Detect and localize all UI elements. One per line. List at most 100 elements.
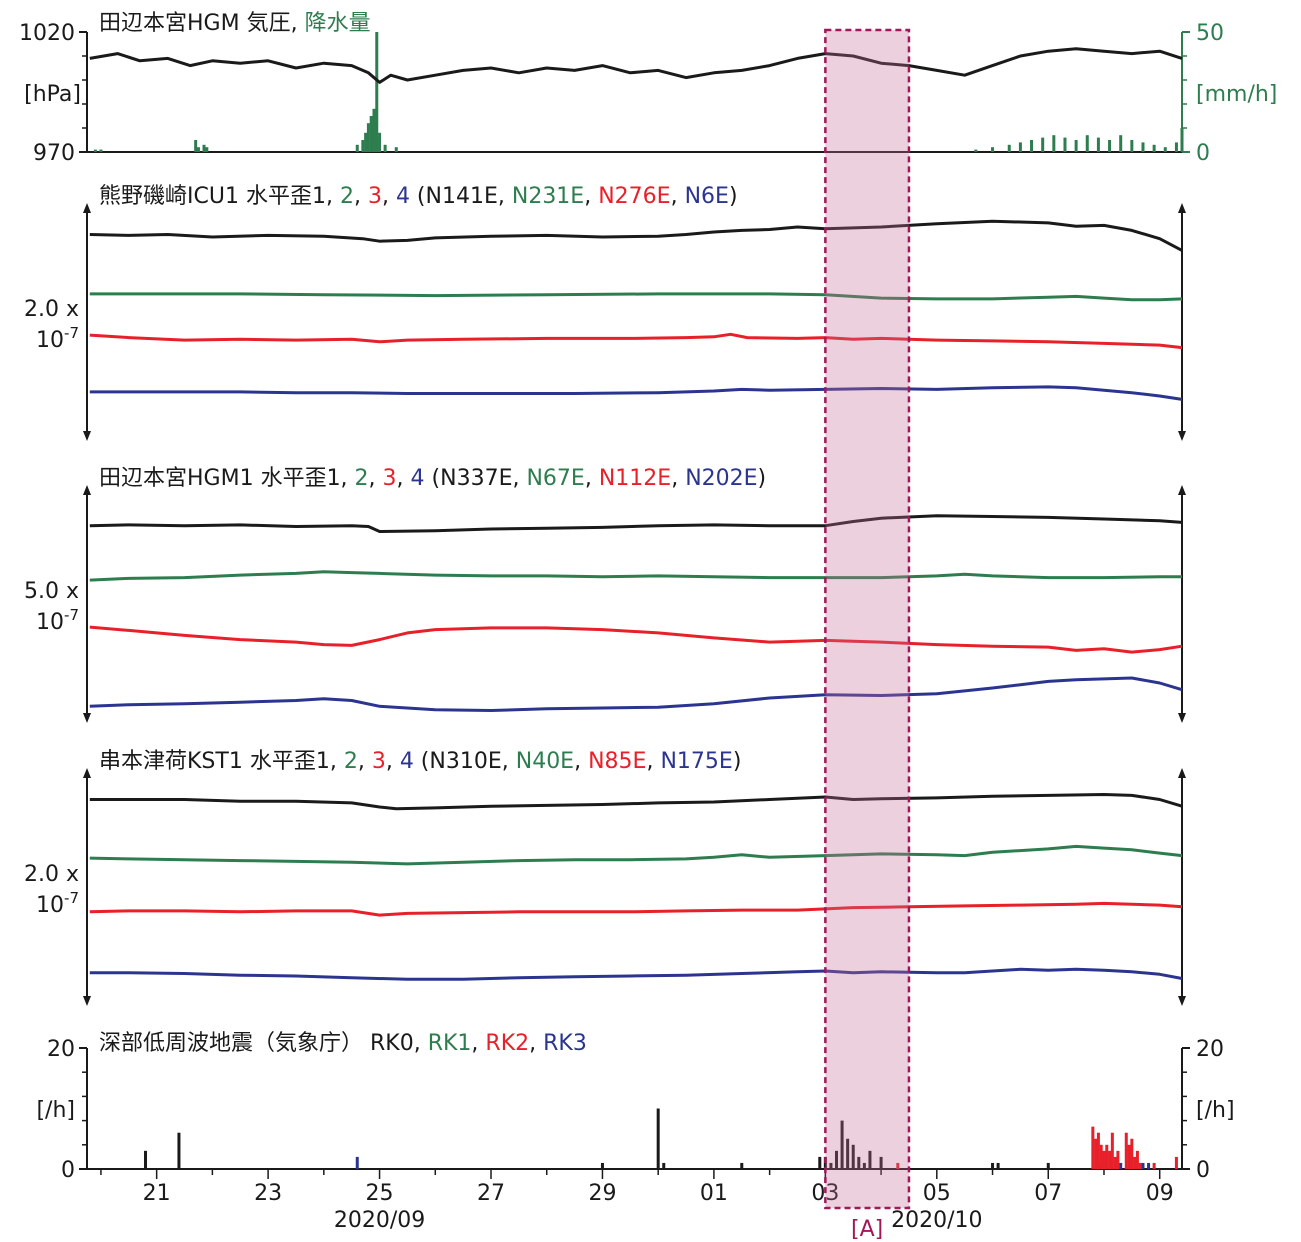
strain-scale-label: 5.0 x — [24, 579, 79, 604]
panel-title-part: , — [529, 1031, 543, 1056]
strain-axis-right-arrow-bottom — [1178, 996, 1186, 1006]
panel-title-part: 田辺本宮HGM1 水平歪1, — [99, 466, 355, 491]
lfe-bar-rk2 — [1094, 1138, 1098, 1169]
panel-title-part: N40E — [516, 749, 574, 774]
rain-bar — [1108, 140, 1112, 152]
lfe-tick-label-right: 0 — [1196, 1158, 1210, 1183]
x-month-label: 2020/10 — [891, 1208, 982, 1233]
lfe-bar-rk0 — [600, 1162, 604, 1169]
panel-title-part: 2 — [340, 184, 354, 209]
panel-title-part: , — [354, 184, 368, 209]
rain-bar — [378, 132, 382, 152]
rain-bar — [364, 132, 368, 152]
strain-scale-power: -7 — [64, 889, 79, 907]
rain-bar — [205, 147, 209, 152]
strain-axis-right-arrow-top — [1178, 485, 1186, 495]
lfe-bar-rk2 — [896, 1162, 900, 1169]
panel-title-part: RK2 — [485, 1031, 529, 1056]
lfe-bar-rk1 — [355, 1156, 359, 1169]
rain-bar — [1141, 142, 1145, 152]
panel-title-part: , — [584, 184, 598, 209]
x-tick-label: 23 — [254, 1181, 282, 1206]
lfe-bar-rk2 — [1174, 1156, 1178, 1169]
rain-bar — [1152, 144, 1156, 152]
rain-bar — [1041, 137, 1045, 152]
rain-bar — [194, 140, 198, 152]
rain-bar — [99, 149, 103, 152]
x-tick-label: 07 — [1034, 1181, 1062, 1206]
rain-bar — [202, 144, 206, 152]
panel-title-part: N6E — [685, 184, 729, 209]
rain-bar — [1180, 128, 1184, 152]
rain-bar — [991, 147, 995, 152]
panel-title-part: N67E — [526, 466, 584, 491]
pressure-unit: [hPa] — [24, 82, 81, 107]
strain-scale-exponent: 10-7 — [36, 324, 79, 353]
lfe-bar-rk0 — [662, 1162, 666, 1169]
panel-title-part: (N141E, — [410, 184, 512, 209]
strain-scale-base: 10 — [36, 328, 64, 353]
lfe-bar-rk0 — [840, 1120, 844, 1169]
panel-title-part: , — [671, 184, 685, 209]
panel-title-part: (N310E, — [414, 749, 516, 774]
strain-line-4 — [89, 967, 1183, 981]
panel-title-part: , — [585, 466, 599, 491]
lfe-tick-label-left: 20 — [47, 1037, 75, 1062]
lfe-bar-rk0 — [851, 1144, 855, 1169]
x-tick-label: 25 — [366, 1181, 394, 1206]
panel-title: 熊野磯崎ICU1 水平歪1, 2, 3, 4 (N141E, N231E, N2… — [99, 184, 738, 209]
lfe-bar-rk2 — [1096, 1132, 1100, 1169]
strain-line-1 — [89, 219, 1183, 252]
panel-title-part: RK1 — [428, 1031, 472, 1056]
panel-title-part: 降水量 — [305, 11, 371, 36]
panel-title-part: 3 — [368, 184, 382, 209]
strain-scale-base: 10 — [36, 610, 64, 635]
rain-bar — [1096, 137, 1100, 152]
lfe-bar-rk2 — [1110, 1132, 1114, 1169]
rain-bar — [375, 32, 379, 152]
panel-title-part: ) — [758, 466, 767, 491]
lfe-bar-rk2 — [1091, 1126, 1095, 1169]
lfe-bar-rk2 — [1105, 1144, 1109, 1169]
strain-scale-label: 2.0 x — [24, 297, 79, 322]
strain-line-1 — [89, 514, 1183, 533]
lfe-bar-rk1 — [1141, 1162, 1145, 1169]
strain-line-3 — [89, 332, 1183, 350]
panel-title-part: N175E — [660, 749, 732, 774]
panel-title-part: , — [358, 749, 372, 774]
strain-line-4 — [89, 385, 1183, 401]
panel-title-part: , — [471, 1031, 485, 1056]
lfe-bar-rk2 — [1127, 1144, 1131, 1169]
strain-axis-left-arrow-bottom — [83, 713, 91, 723]
strain-scale-exponent: 10-7 — [36, 606, 79, 635]
rain-tick-label: 0 — [1196, 141, 1210, 166]
panel-title: 田辺本宮HGM 気圧, 降水量 — [99, 11, 371, 36]
lfe-bar-rk0 — [991, 1162, 995, 1169]
x-tick-label: 21 — [143, 1181, 171, 1206]
lfe-bar-rk2 — [1108, 1150, 1112, 1169]
lfe-bar-rk2 — [1152, 1162, 1156, 1169]
panel-title-part: , — [397, 466, 411, 491]
rain-bar — [1074, 140, 1078, 152]
strain-axis-left-arrow-top — [83, 768, 91, 778]
lfe-bar-rk0 — [835, 1150, 839, 1169]
panel-title-part: , — [646, 749, 660, 774]
lfe-bar-rk0 — [879, 1156, 883, 1169]
strain-line-2 — [89, 570, 1182, 582]
panel-title-part: 4 — [396, 184, 410, 209]
lfe-bar-rk2 — [1138, 1162, 1142, 1169]
strain-line-3 — [89, 901, 1183, 917]
rain-bar — [361, 140, 365, 152]
lfe-bar-rk0 — [862, 1162, 866, 1169]
strain-line-3 — [89, 625, 1183, 654]
rain-bar — [383, 144, 387, 152]
rain-bar — [93, 149, 97, 152]
x-tick-label: 29 — [588, 1181, 616, 1206]
rain-bar — [1163, 147, 1167, 152]
pressure-line — [89, 47, 1183, 84]
strain-axis-right-arrow-top — [1178, 203, 1186, 213]
panel-title-part: N202E — [685, 466, 757, 491]
panel-title: 田辺本宮HGM1 水平歪1, 2, 3, 4 (N337E, N67E, N11… — [99, 466, 766, 491]
strain-axis-left-arrow-top — [83, 203, 91, 213]
